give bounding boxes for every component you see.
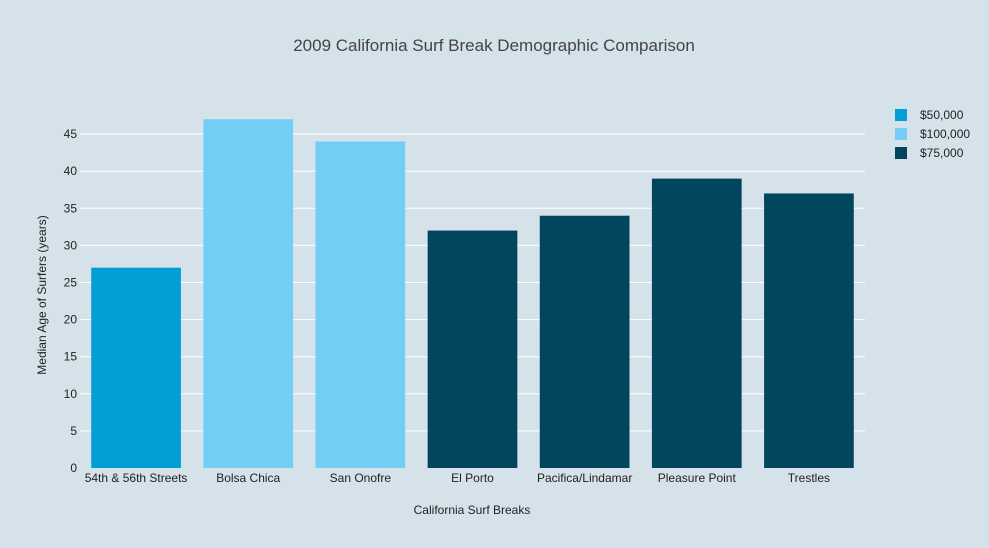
y-tick-label: 40 [64,164,78,178]
legend-swatch [895,147,907,159]
chart-title: 2009 California Surf Break Demographic C… [293,36,695,55]
y-tick-label: 30 [64,238,78,252]
y-tick-label: 35 [64,201,78,215]
legend[interactable]: $50,000 $100,000 $75,000 [895,108,970,160]
y-tick-label: 25 [64,276,78,290]
x-tick-label: Pacifica/Lindamar [537,471,632,485]
bars [91,119,854,468]
legend-item[interactable]: $100,000 [895,127,970,141]
legend-item[interactable]: $50,000 [895,108,964,122]
legend-label: $75,000 [920,146,964,160]
bar-san-onofre[interactable] [315,141,406,468]
bar-el-porto[interactable] [427,230,518,468]
y-tick-label: 5 [70,424,77,438]
x-tick-label: Trestles [788,471,830,485]
x-axis-ticks: 54th & 56th Streets Bolsa Chica San Onofre… [85,471,830,485]
x-tick-label: Bolsa Chica [216,471,280,485]
x-tick-label: 54th & 56th Streets [85,471,188,485]
y-tick-label: 15 [64,350,78,364]
bar-trestles[interactable] [764,193,854,468]
legend-label: $100,000 [920,127,970,141]
y-tick-label: 10 [64,387,78,401]
y-tick-label: 0 [70,461,77,475]
legend-label: $50,000 [920,108,964,122]
x-tick-label: San Onofre [330,471,392,485]
x-axis-title: California Surf Breaks [414,503,531,517]
legend-swatch [895,128,907,140]
y-axis-title: Median Age of Surfers (years) [35,215,49,374]
legend-item[interactable]: $75,000 [895,146,964,160]
legend-swatch [895,109,907,121]
y-tick-label: 45 [64,127,78,141]
y-tick-label: 20 [64,313,78,327]
bar-bolsa-chica[interactable] [203,119,294,468]
bar-pacifica-lindamar[interactable] [539,215,630,468]
bar-54th-56th-streets[interactable] [91,267,181,468]
x-tick-label: El Porto [451,471,494,485]
y-axis-ticks: 0 5 10 15 20 25 30 35 40 45 [64,127,78,475]
x-tick-label: Pleasure Point [658,471,737,485]
bar-pleasure-point[interactable] [651,178,742,468]
